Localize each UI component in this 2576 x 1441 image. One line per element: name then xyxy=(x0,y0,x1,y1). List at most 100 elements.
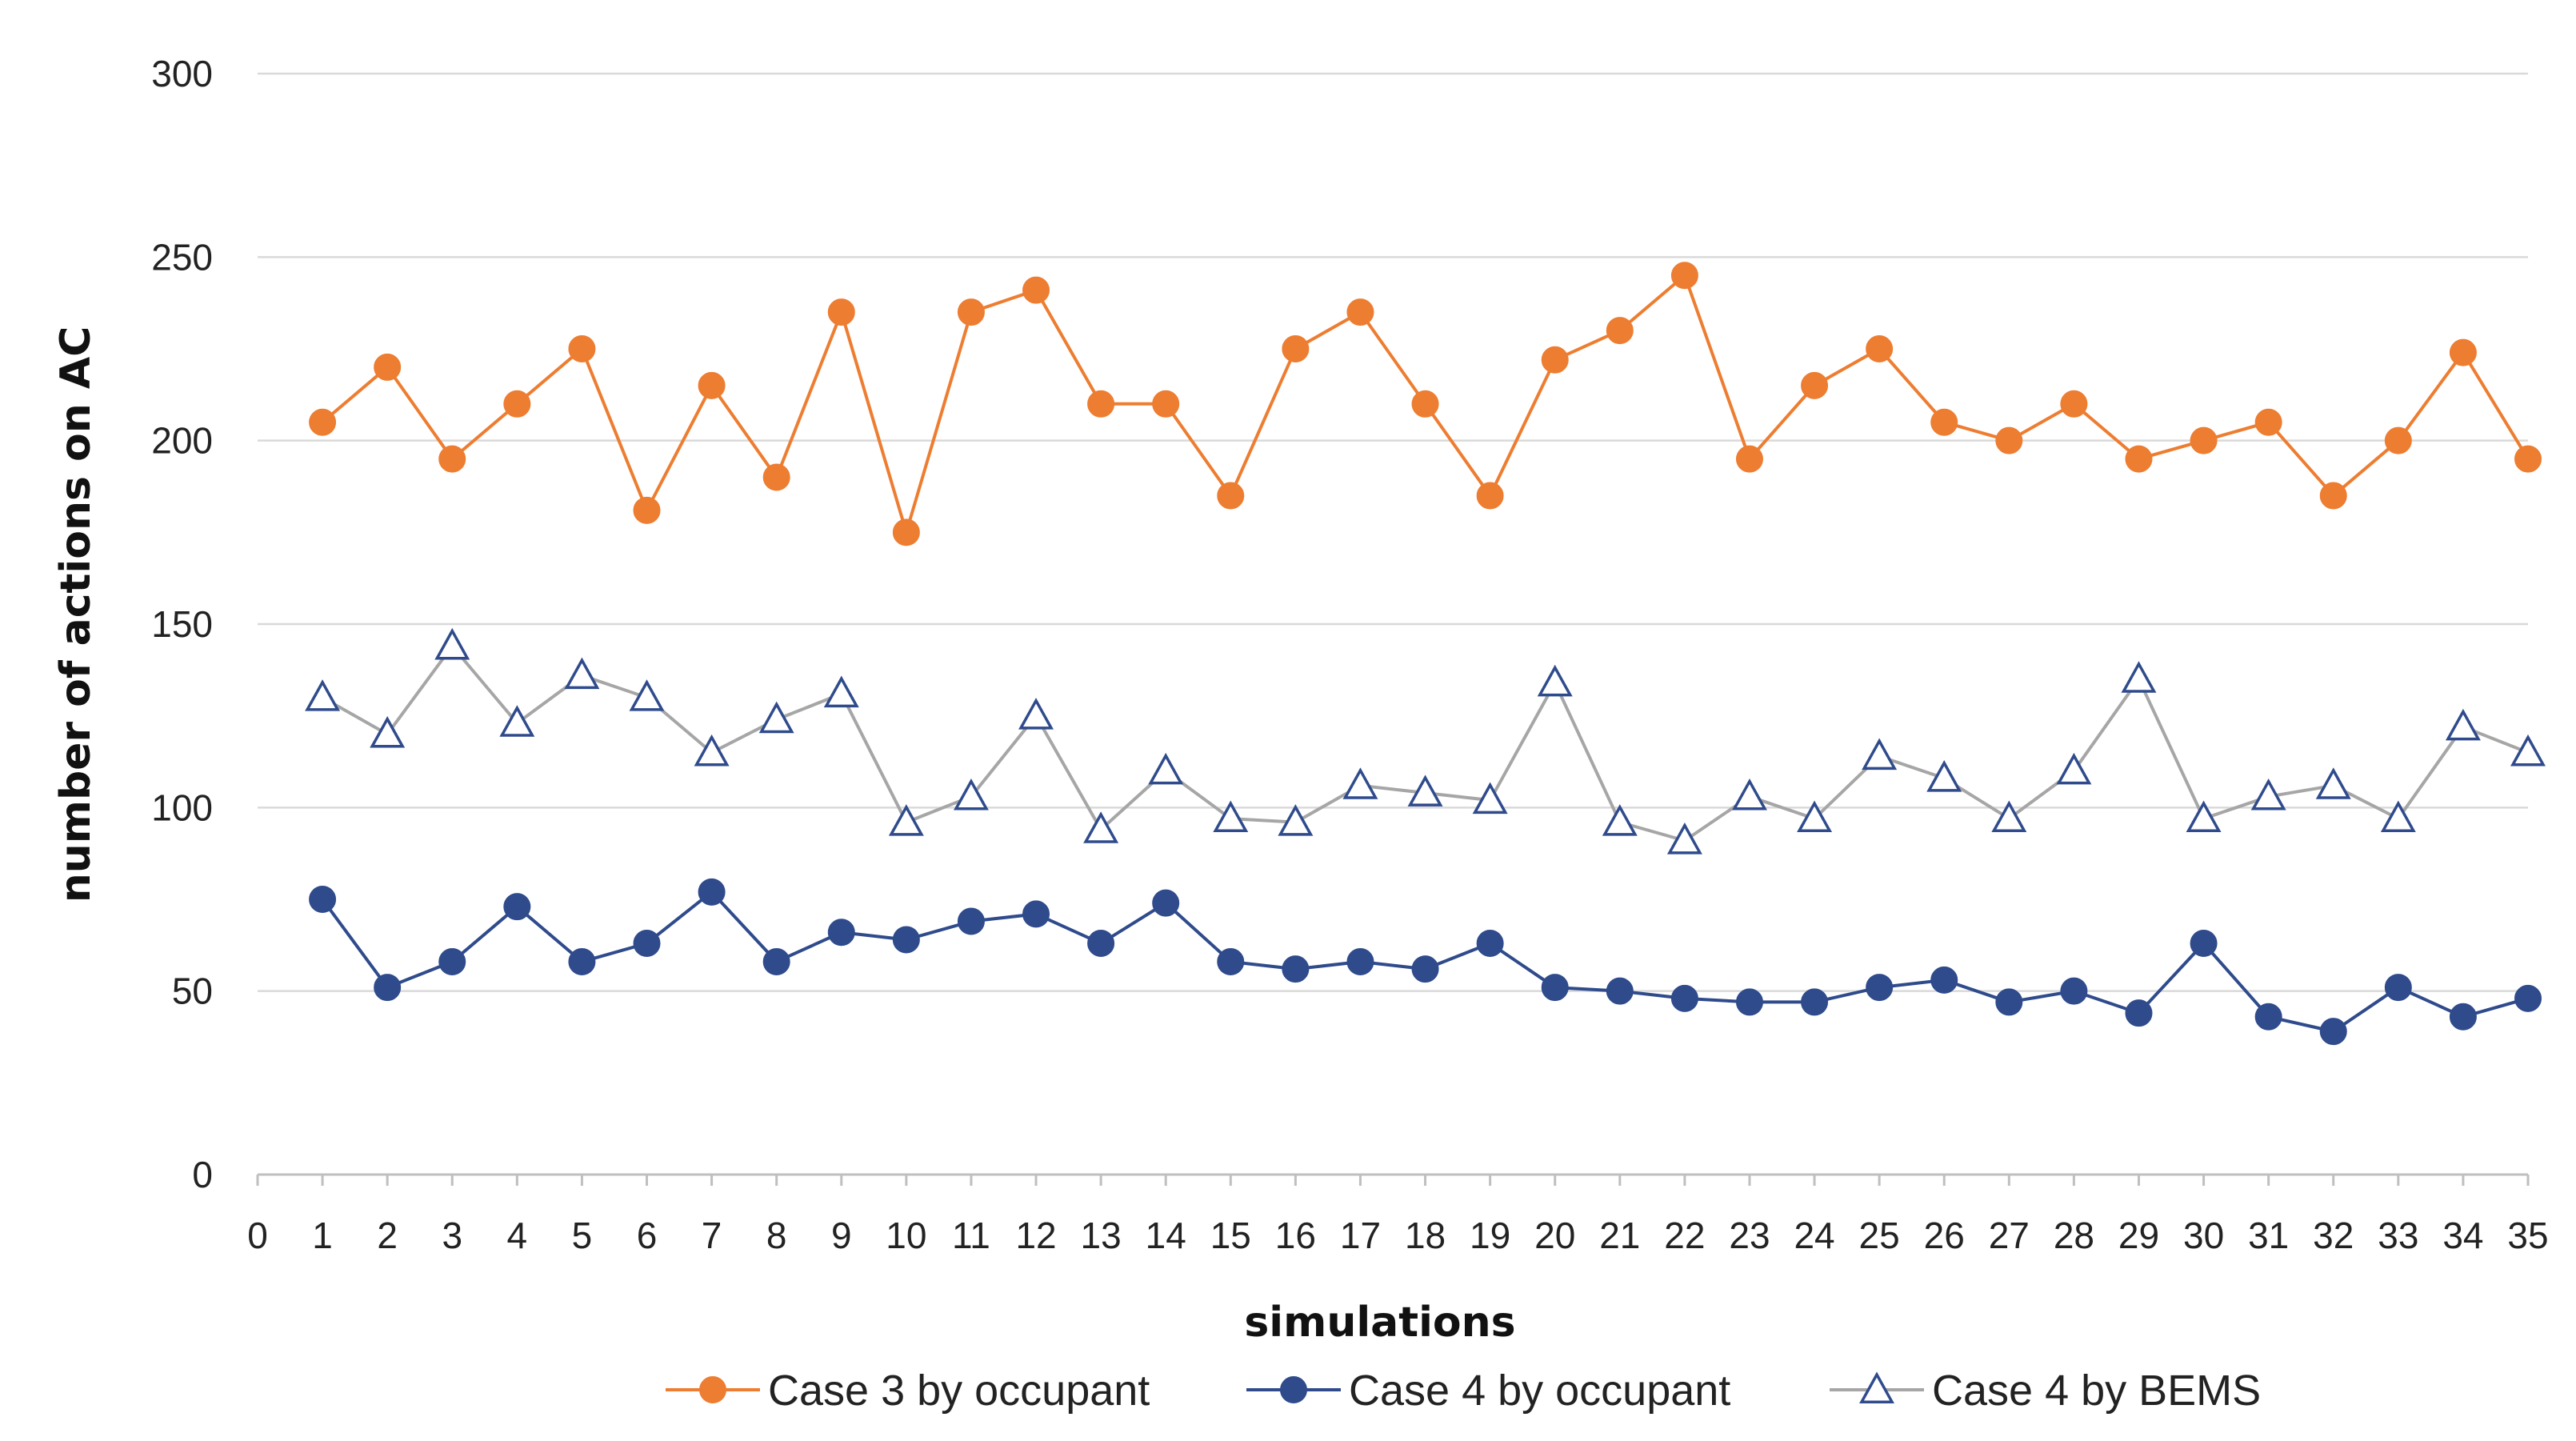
legend: Case 3 by occupant Case 4 by occupant Case… xyxy=(666,1367,2261,1415)
data-point xyxy=(1541,974,1569,1002)
data-point xyxy=(1476,482,1504,510)
x-tick-label: 28 xyxy=(2054,1215,2094,1256)
data-point xyxy=(2384,426,2412,454)
data-point xyxy=(2254,1003,2282,1031)
x-tick-label: 29 xyxy=(2118,1215,2159,1256)
data-point xyxy=(823,675,859,708)
data-point xyxy=(633,496,661,524)
x-tick-label: 27 xyxy=(1989,1215,2030,1256)
data-point xyxy=(1862,738,1898,771)
data-point xyxy=(1731,778,1767,811)
data-point xyxy=(957,298,985,326)
data-point xyxy=(1602,804,1638,836)
x-tick-label: 1 xyxy=(312,1215,333,1256)
legend-item: Case 4 by BEMS xyxy=(1830,1367,2261,1415)
data-point xyxy=(1476,930,1504,958)
data-point xyxy=(827,919,855,947)
x-tick-label: 17 xyxy=(1340,1215,1381,1256)
data-point xyxy=(2514,984,2542,1012)
data-point xyxy=(2445,708,2481,741)
data-point xyxy=(2056,752,2092,785)
data-point xyxy=(499,705,535,737)
x-axis-title: simulations xyxy=(1244,1299,1515,1347)
series-case-4-by-bems xyxy=(305,627,2546,855)
data-point xyxy=(1666,823,1702,855)
x-tick-label: 16 xyxy=(1275,1215,1316,1256)
data-point xyxy=(1346,298,1374,326)
y-tick-label: 250 xyxy=(151,236,213,278)
data-point xyxy=(1152,390,1180,418)
x-tick-label: 31 xyxy=(2248,1215,2289,1256)
x-tick-label: 15 xyxy=(1210,1215,1251,1256)
data-point xyxy=(1991,800,2027,833)
data-point xyxy=(1866,335,1894,362)
axes xyxy=(256,1173,2530,1186)
data-point xyxy=(1472,782,1508,815)
data-point xyxy=(2190,930,2218,958)
x-tick-label: 26 xyxy=(1924,1215,1965,1256)
data-point xyxy=(698,371,726,399)
x-tick-label: 25 xyxy=(1859,1215,1900,1256)
data-point xyxy=(374,353,402,381)
x-tick-label: 23 xyxy=(1729,1215,1770,1256)
data-point xyxy=(1670,262,1698,290)
data-point xyxy=(2060,390,2088,418)
x-tick-label: 24 xyxy=(1794,1215,1834,1256)
y-tick-label: 200 xyxy=(151,420,213,462)
data-point xyxy=(370,715,406,748)
data-point xyxy=(374,974,402,1002)
data-point xyxy=(1083,811,1119,843)
data-point xyxy=(503,893,531,921)
legend-label: Case 4 by occupant xyxy=(1349,1367,1730,1415)
data-point xyxy=(2186,800,2222,833)
y-tick-label: 50 xyxy=(172,971,213,1012)
data-point xyxy=(2319,482,2347,510)
data-point xyxy=(1926,760,1962,792)
x-tick-label: 2 xyxy=(377,1215,398,1256)
data-point xyxy=(1217,947,1245,975)
x-tick-label: 0 xyxy=(247,1215,268,1256)
data-point xyxy=(1930,966,1958,994)
data-point xyxy=(1018,698,1054,730)
data-point xyxy=(892,926,920,954)
data-point xyxy=(762,947,790,975)
data-point xyxy=(888,804,924,836)
data-point xyxy=(1930,408,1958,436)
data-point xyxy=(568,335,596,362)
x-tick-label: 8 xyxy=(766,1215,787,1256)
data-point xyxy=(1022,276,1050,304)
data-point xyxy=(892,518,920,546)
y-tick-label: 100 xyxy=(151,787,213,828)
data-point xyxy=(2315,767,2351,799)
data-point xyxy=(633,930,661,958)
x-tick-label: 33 xyxy=(2378,1215,2418,1256)
data-point xyxy=(1797,800,1833,833)
y-tick-labels: 0 50 100 150 200 250 300 xyxy=(151,53,213,1195)
legend-item: Case 4 by occupant xyxy=(1246,1367,1730,1415)
data-point xyxy=(1606,317,1634,345)
x-tick-label: 32 xyxy=(2313,1215,2354,1256)
legend-marker xyxy=(699,1376,726,1403)
data-point xyxy=(1282,955,1310,983)
x-tick-label: 14 xyxy=(1146,1215,1186,1256)
data-point xyxy=(438,445,466,473)
y-tick-label: 300 xyxy=(151,53,213,94)
data-point xyxy=(568,947,596,975)
x-tick-label: 7 xyxy=(702,1215,722,1256)
legend-marker xyxy=(1859,1371,1894,1403)
data-point xyxy=(2449,338,2477,366)
x-tick-label: 35 xyxy=(2507,1215,2548,1256)
x-tick-label: 21 xyxy=(1599,1215,1640,1256)
data-point xyxy=(1735,988,1763,1016)
data-point xyxy=(1217,482,1245,510)
data-point xyxy=(2510,734,2546,767)
legend-item: Case 3 by occupant xyxy=(666,1367,1150,1415)
x-tick-label: 30 xyxy=(2183,1215,2224,1256)
data-point xyxy=(309,886,337,913)
data-point xyxy=(2384,974,2412,1002)
data-point xyxy=(827,298,855,326)
data-point xyxy=(694,734,730,767)
data-point xyxy=(1411,955,1439,983)
x-tick-label: 34 xyxy=(2442,1215,2483,1256)
